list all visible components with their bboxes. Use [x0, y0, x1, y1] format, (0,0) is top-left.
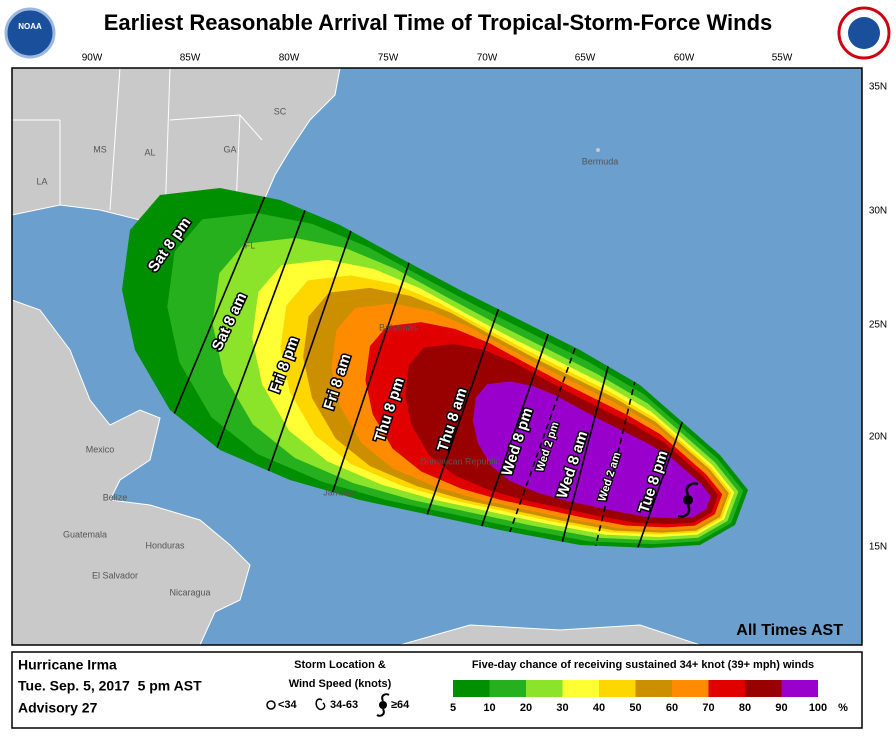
isochrones-part	[414, 289, 506, 548]
hurricane-symbol-part	[683, 495, 693, 505]
isochrones-part	[499, 319, 586, 548]
isochrones-part	[554, 339, 616, 548]
nws-logo-center	[848, 17, 880, 49]
symbol-label: 34-63	[330, 699, 358, 711]
map-frame	[11, 67, 863, 646]
isochrones-part	[319, 229, 421, 531]
color-scale-part	[489, 680, 526, 697]
place-label: Belize	[103, 492, 128, 502]
longitude-label: 55W	[772, 53, 793, 64]
symbol-weak	[266, 700, 276, 710]
symbol-label: <34	[278, 699, 298, 711]
longitude-labels: 90W 85W 80W 75W 70W 65W 60W 55W	[82, 53, 793, 64]
scale-label: 80	[739, 702, 751, 714]
location-title: Storm Location &	[294, 659, 386, 671]
storm-name: Hurricane Irma	[18, 657, 117, 673]
color-scale-part	[781, 680, 818, 697]
place-label: LA	[36, 176, 47, 186]
color-scale-part	[635, 680, 672, 697]
scale-title: Five-day chance of receiving sustained 3…	[472, 659, 814, 671]
latitude-labels: 35N 30N 25N 20N 15N	[869, 82, 887, 553]
isochrones-part	[204, 188, 321, 481]
color-scale-part	[453, 680, 490, 697]
longitude-label: 70W	[477, 53, 498, 64]
noaa-logo-text: NOAA	[18, 22, 42, 31]
latitude-label: 20N	[869, 432, 887, 443]
noaa-logo	[4, 7, 56, 59]
place-label: Jamaica	[323, 487, 357, 497]
symbol-hurricane	[376, 693, 390, 717]
place-label: MS	[93, 144, 107, 154]
scale-labels: 5 10 20 30 40 50 60 70 80 90 100	[450, 702, 827, 714]
bermuda-island	[596, 148, 600, 152]
title: Earliest Reasonable Arrival Time of Trop…	[104, 10, 773, 35]
longitude-label: 60W	[674, 53, 695, 64]
hurricane-symbol-part	[677, 482, 699, 518]
time-zone-note: All Times AST	[736, 622, 843, 639]
isochrones-part	[589, 359, 641, 548]
longitude-label: 85W	[180, 53, 201, 64]
isochrones-part	[629, 399, 691, 548]
symbol-hurricane-part	[376, 693, 390, 717]
hurricane-symbol	[677, 482, 699, 518]
color-scale-part	[526, 680, 563, 697]
longitude-label: 75W	[378, 53, 399, 64]
longitude-label: 80W	[279, 53, 300, 64]
place-label: Dominican Republic	[420, 456, 501, 466]
place-label: El Salvador	[92, 570, 138, 580]
color-scale-part	[599, 680, 636, 697]
scale-label: 30	[556, 702, 568, 714]
scale-label: 40	[593, 702, 605, 714]
isochrones-part	[154, 188, 281, 461]
scale-label: 5	[450, 702, 456, 714]
latitude-label: 30N	[869, 206, 887, 217]
south-america	[399, 624, 701, 645]
isochrones	[154, 188, 691, 548]
advisory-number: Advisory 27	[18, 700, 98, 716]
scale-unit: %	[838, 702, 848, 714]
place-label: Mexico	[86, 444, 115, 454]
latitude-label: 35N	[869, 82, 887, 93]
color-scale-part	[745, 680, 782, 697]
scale-label: 100	[809, 702, 827, 714]
color-scale-part	[672, 680, 709, 697]
latitude-label: 25N	[869, 320, 887, 331]
scale-label: 50	[629, 702, 641, 714]
isochrones-part	[254, 189, 366, 511]
color-scale	[453, 680, 818, 697]
scale-label: 70	[702, 702, 714, 714]
us-states	[12, 68, 263, 229]
mexico-central-america	[12, 299, 251, 645]
place-label: FL	[245, 240, 256, 250]
advisory-date: Tue. Sep. 5, 2017 5 pm AST	[18, 678, 202, 694]
color-scale-part	[708, 680, 745, 697]
map	[12, 68, 862, 645]
symbol-hurricane-part	[379, 701, 387, 709]
place-label: Bahamas	[379, 322, 418, 332]
isochrones-part	[469, 299, 561, 548]
symbol-label: ≥64	[391, 699, 410, 711]
scale-label: 60	[666, 702, 678, 714]
place-label: GA	[223, 144, 236, 154]
place-label: AL	[144, 147, 155, 157]
scale-label: 90	[775, 702, 787, 714]
place-label: SC	[274, 106, 287, 116]
latitude-label: 15N	[869, 542, 887, 553]
scale-label: 10	[483, 702, 495, 714]
longitude-label: 65W	[575, 53, 596, 64]
color-scale-part	[562, 680, 599, 697]
place-label: Nicaragua	[169, 587, 210, 597]
place-label: Guatemala	[63, 529, 107, 539]
place-label: Bermuda	[582, 156, 619, 166]
symbol-storm	[315, 698, 326, 711]
location-subtitle: Wind Speed (knots)	[289, 678, 392, 690]
place-label: Honduras	[145, 540, 185, 550]
place-labels: MS AL GA SC LA FL Bermuda Bahamas Mexico…	[36, 106, 618, 597]
scale-label: 20	[520, 702, 532, 714]
longitude-label: 90W	[82, 53, 103, 64]
